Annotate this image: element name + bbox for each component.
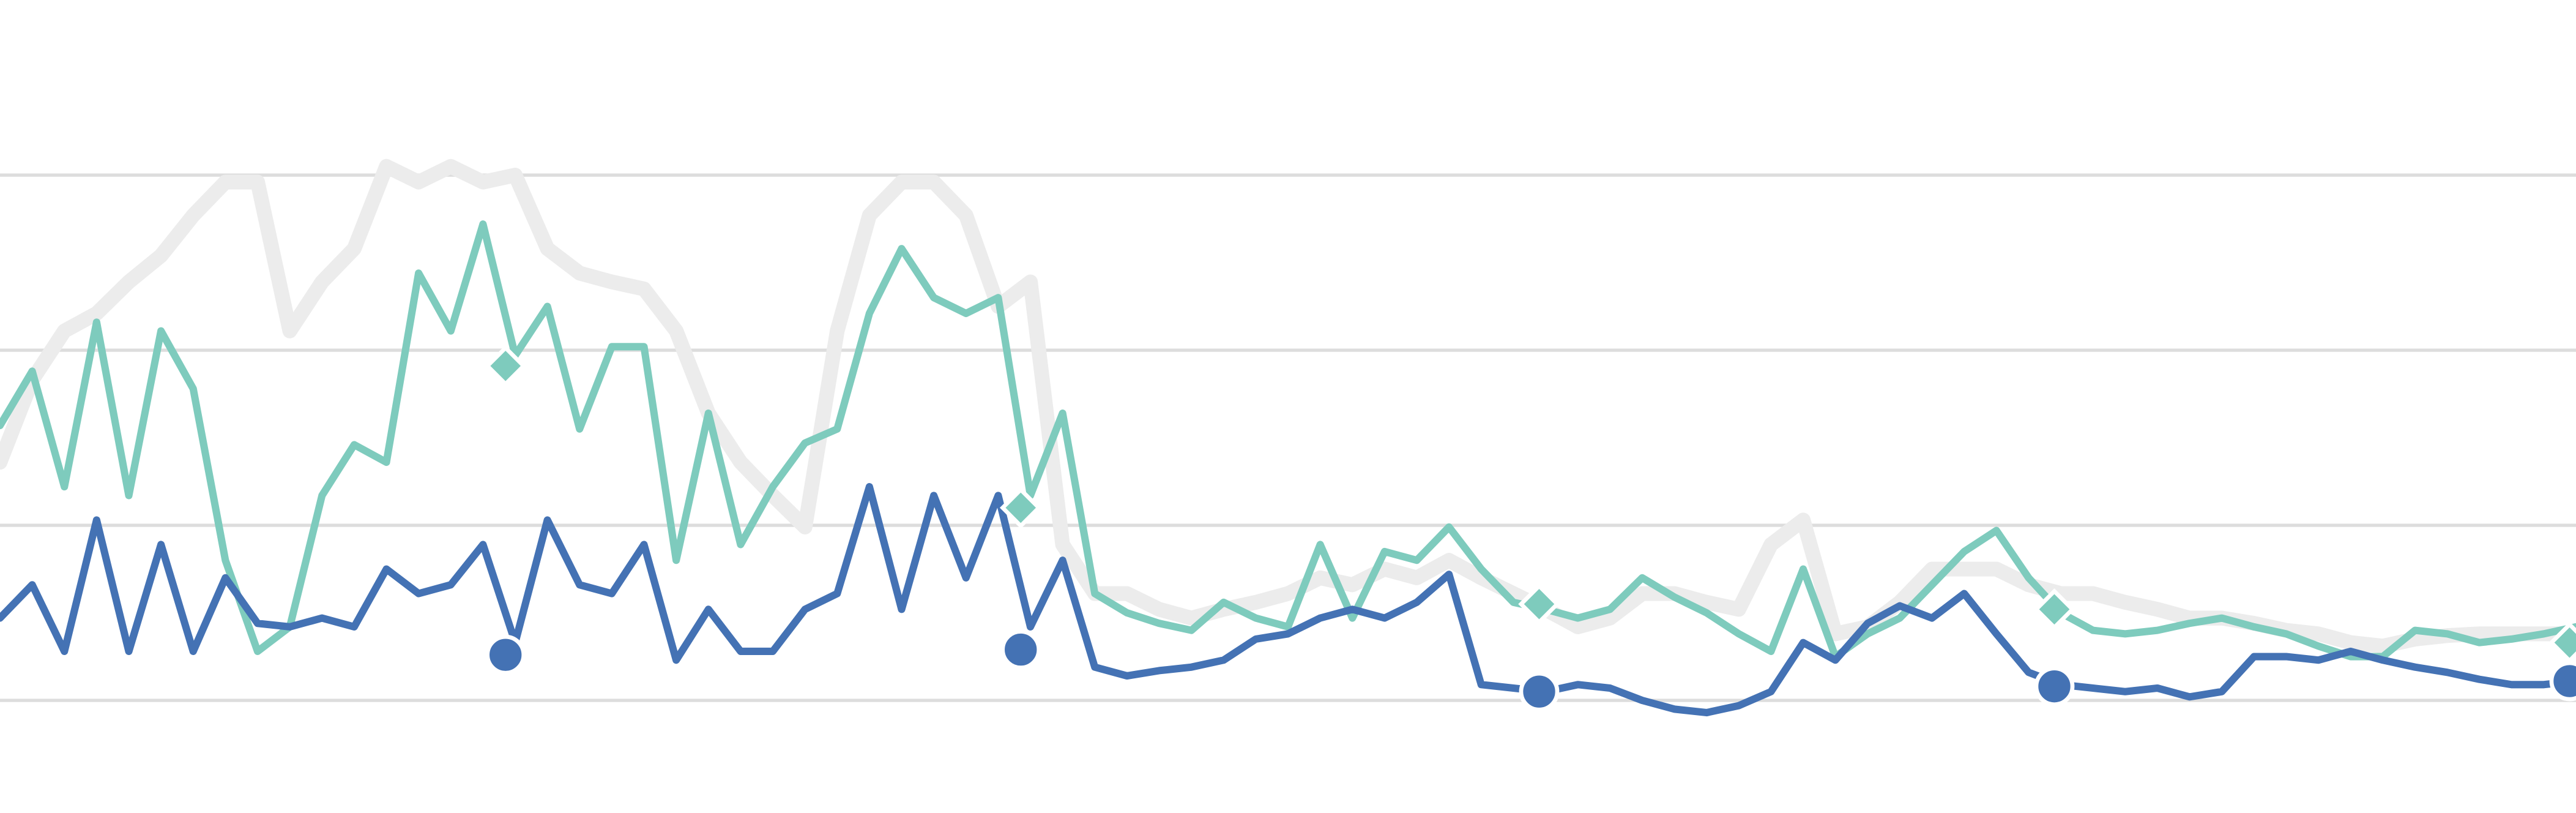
series-line <box>0 159 2576 654</box>
point-marker <box>999 487 1042 529</box>
point-marker <box>1519 671 1560 712</box>
point-marker <box>485 634 526 675</box>
point-marker <box>2548 621 2576 664</box>
point-marker <box>2034 666 2075 707</box>
series-line <box>0 483 2576 717</box>
point-marker <box>484 345 527 388</box>
point-marker <box>1518 583 1560 626</box>
point-marker <box>2033 588 2075 631</box>
point-marker <box>2549 661 2576 702</box>
point-marker <box>1000 629 1041 670</box>
series-line <box>0 220 2576 661</box>
